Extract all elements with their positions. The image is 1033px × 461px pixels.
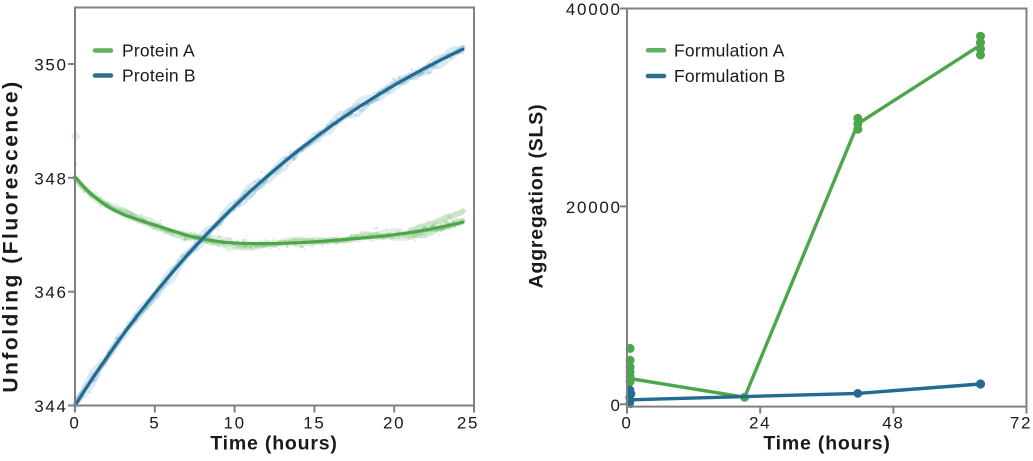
svg-text:25: 25	[457, 414, 479, 433]
svg-text:20: 20	[383, 414, 405, 433]
svg-text:Time (hours): Time (hours)	[763, 433, 890, 455]
svg-text:48: 48	[882, 414, 904, 433]
svg-text:0: 0	[69, 414, 80, 433]
svg-text:Formulation A: Formulation A	[674, 40, 785, 60]
svg-text:15: 15	[303, 414, 325, 433]
svg-text:5: 5	[149, 414, 160, 433]
svg-text:Unfolding (Fluorescence): Unfolding (Fluorescence)	[0, 79, 23, 392]
svg-text:Protein B: Protein B	[122, 66, 196, 86]
svg-text:350: 350	[34, 56, 67, 75]
svg-text:24: 24	[749, 414, 771, 433]
svg-text:0: 0	[621, 414, 632, 433]
svg-text:344: 344	[34, 397, 67, 416]
svg-text:20000: 20000	[566, 198, 622, 217]
svg-text:348: 348	[34, 169, 67, 188]
svg-text:Protein A: Protein A	[122, 41, 195, 61]
svg-text:Formulation B: Formulation B	[674, 66, 786, 86]
svg-text:346: 346	[34, 283, 67, 302]
svg-text:Aggregation (SLS): Aggregation (SLS)	[526, 104, 548, 289]
svg-text:Time (hours): Time (hours)	[210, 433, 337, 455]
svg-text:72: 72	[1010, 414, 1032, 433]
svg-text:10: 10	[223, 414, 245, 433]
svg-text:40000: 40000	[566, 0, 622, 19]
svg-text:0: 0	[611, 396, 622, 415]
